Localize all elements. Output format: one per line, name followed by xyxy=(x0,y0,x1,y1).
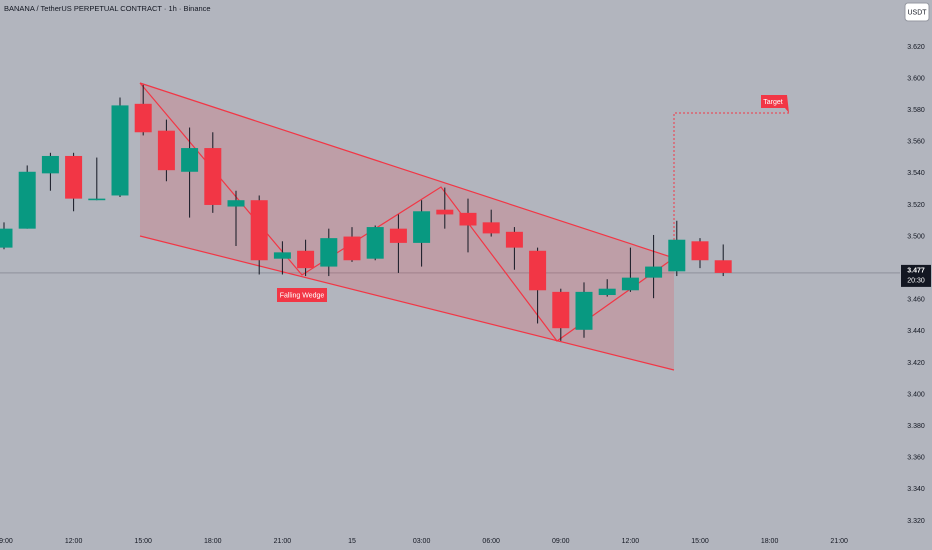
candle-body xyxy=(0,228,13,248)
candle-body xyxy=(343,236,361,261)
y-tick-label: 3.500 xyxy=(907,233,925,240)
candle-body xyxy=(413,211,431,243)
x-tick-label: 09:00 xyxy=(552,538,570,545)
y-tick-label: 3.580 xyxy=(907,107,925,114)
wedge-fill xyxy=(140,83,674,370)
y-tick-label: 3.620 xyxy=(907,44,925,51)
candle-body xyxy=(88,198,106,201)
y-tick-label: 3.540 xyxy=(907,170,925,177)
candle-body xyxy=(575,291,593,330)
candle-body xyxy=(529,250,547,291)
y-tick-label: 3.560 xyxy=(907,139,925,146)
x-tick-label: 12:00 xyxy=(65,538,83,545)
wedge-zigzag xyxy=(139,82,675,342)
candle-body xyxy=(157,130,175,171)
candle-body xyxy=(41,155,59,174)
candle-body xyxy=(598,288,616,296)
y-tick-label: 3.360 xyxy=(907,455,925,462)
y-tick-label: 3.420 xyxy=(907,360,925,367)
x-tick-label: 03:00 xyxy=(413,538,431,545)
x-tick-label: 18:00 xyxy=(761,538,779,545)
candle-body xyxy=(65,155,83,199)
candle-body xyxy=(273,252,291,259)
annotation-label: Target xyxy=(763,99,783,106)
candle-body xyxy=(111,105,129,196)
annotation-box xyxy=(277,288,327,302)
x-tick-label: 15 xyxy=(348,538,356,545)
candle-body xyxy=(691,241,709,261)
wedge-upper xyxy=(139,82,675,259)
x-tick-label: 21:00 xyxy=(830,538,848,545)
y-tick-label: 3.340 xyxy=(907,486,925,493)
chart-title: BANANA / TetherUS PERPETUAL CONTRACT · 1… xyxy=(4,4,211,13)
candle-body xyxy=(204,148,222,205)
countdown-label: 20:30 xyxy=(907,278,925,285)
candle-body xyxy=(459,212,477,226)
y-tick-label: 3.380 xyxy=(907,423,925,430)
x-tick-label: 21:00 xyxy=(274,538,292,545)
x-tick-label: 06:00 xyxy=(482,538,500,545)
candle-body xyxy=(18,171,36,229)
x-tick-label: 15:00 xyxy=(691,538,709,545)
x-tick-label: 12:00 xyxy=(622,538,640,545)
last-price-label: 3.477 xyxy=(907,268,925,275)
candle-body xyxy=(320,238,338,267)
candle-body xyxy=(714,260,732,273)
candle-body xyxy=(227,200,245,207)
candle-body xyxy=(366,227,384,259)
candle-body xyxy=(552,291,570,329)
x-axis: 09:00 12:00 15:00 18:00 21:00 15 03:00 06:00 09:… xyxy=(0,538,913,545)
candle-body xyxy=(505,231,523,248)
candle-body xyxy=(645,266,663,278)
candle-body xyxy=(482,222,500,234)
currency-button[interactable] xyxy=(904,2,930,22)
annotation-label: Falling Wedge xyxy=(280,292,325,299)
x-tick-label: 15:00 xyxy=(134,538,152,545)
y-tick-label: 3.460 xyxy=(907,297,925,304)
candle-body xyxy=(297,250,315,269)
y-tick-label: 3.600 xyxy=(907,75,925,82)
y-tick-label: 3.320 xyxy=(907,518,925,525)
last-price-box xyxy=(901,264,931,287)
currency-button-label[interactable]: USDT xyxy=(907,9,927,16)
y-tick-label: 3.520 xyxy=(907,202,925,209)
x-tick-label: 09:00 xyxy=(0,538,13,545)
candle-body xyxy=(621,277,639,291)
candle-body xyxy=(436,209,454,215)
y-tick-label: 3.400 xyxy=(907,391,925,398)
target-line xyxy=(673,112,789,260)
wedge-lower xyxy=(139,235,675,371)
y-tick-label: 3.440 xyxy=(907,328,925,335)
candle-body xyxy=(134,103,152,133)
candle-body xyxy=(668,239,686,272)
candles xyxy=(0,84,732,341)
candle-body xyxy=(181,148,199,172)
candle-body xyxy=(250,200,268,261)
candle-body xyxy=(389,228,407,243)
annotation-box xyxy=(761,95,789,113)
x-tick-label: 18:00 xyxy=(204,538,222,545)
